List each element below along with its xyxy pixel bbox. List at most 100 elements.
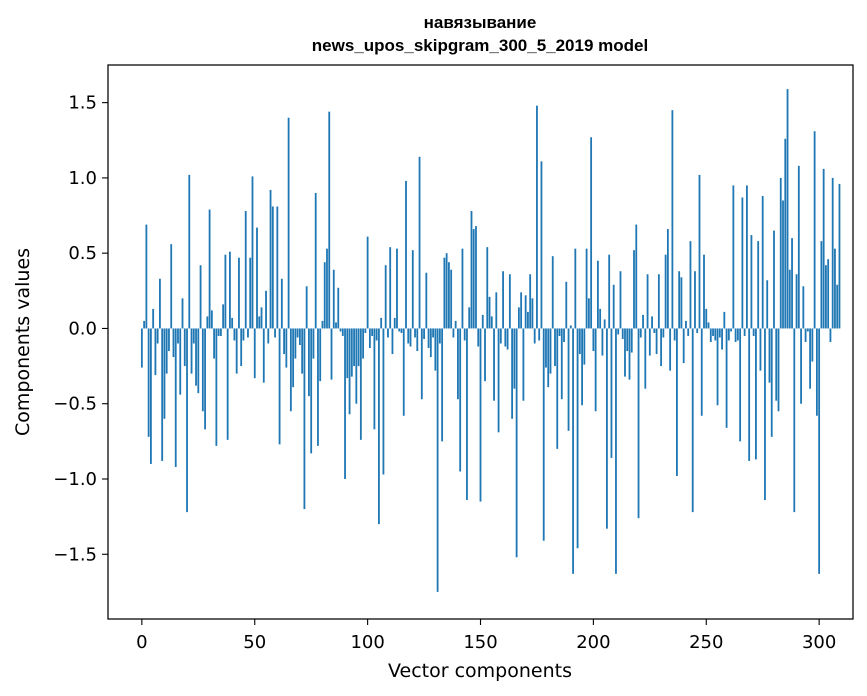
bar — [364, 328, 367, 333]
bar — [393, 317, 396, 329]
bar — [140, 328, 143, 368]
bar — [529, 274, 532, 329]
bar — [425, 272, 428, 329]
bar — [813, 131, 816, 329]
bar — [296, 328, 299, 338]
bar — [368, 328, 371, 349]
bar — [222, 304, 225, 329]
bar — [497, 328, 500, 433]
bar — [558, 328, 561, 336]
bar — [192, 328, 195, 344]
y-tick-label: −0.5 — [53, 394, 97, 415]
bar — [725, 328, 728, 428]
bar — [457, 328, 459, 400]
bar — [621, 328, 624, 339]
bar — [190, 328, 193, 374]
bar — [669, 328, 672, 371]
bar — [818, 328, 821, 574]
bar — [712, 328, 714, 336]
bar — [373, 328, 376, 430]
y-tick-label: −1.5 — [53, 544, 97, 565]
bar — [759, 328, 762, 371]
bar — [739, 328, 742, 442]
bar — [547, 328, 550, 388]
bar — [481, 314, 484, 329]
bar — [502, 271, 504, 329]
bar — [682, 328, 685, 364]
bar — [472, 229, 475, 329]
bar — [348, 328, 351, 415]
bar — [779, 177, 782, 329]
bar — [251, 176, 254, 329]
bar — [723, 311, 726, 329]
bar — [653, 328, 656, 333]
bar — [834, 248, 836, 329]
bar — [601, 328, 604, 356]
bar — [339, 328, 342, 332]
bar — [179, 328, 182, 395]
bar — [691, 328, 694, 513]
bar — [330, 328, 333, 380]
bar — [651, 316, 653, 329]
bar — [414, 328, 416, 338]
bar — [143, 320, 146, 329]
bar — [515, 328, 518, 558]
bar — [359, 328, 362, 440]
bar — [608, 254, 611, 329]
bar — [429, 328, 432, 358]
bar — [773, 230, 775, 329]
bar — [188, 174, 191, 329]
bar — [745, 185, 748, 329]
bar — [301, 328, 304, 374]
bar — [633, 250, 635, 329]
bar — [655, 328, 658, 355]
bar — [657, 274, 660, 329]
bar — [764, 328, 766, 501]
bar — [748, 328, 751, 461]
bar — [450, 269, 453, 329]
chart-subtitle: news_upos_skipgram_300_5_2019 model — [312, 36, 648, 55]
y-tick-label: 1.0 — [68, 168, 97, 189]
bar — [551, 256, 554, 329]
bar — [278, 328, 281, 445]
bar — [755, 328, 757, 460]
bar — [447, 262, 450, 329]
bar — [687, 328, 690, 336]
bar — [287, 117, 290, 329]
bar — [511, 328, 514, 419]
bar — [599, 308, 602, 329]
bar — [596, 260, 599, 329]
bar — [585, 248, 588, 329]
bar — [152, 308, 155, 329]
bar — [486, 247, 489, 329]
bar — [563, 328, 565, 342]
bar — [380, 317, 383, 329]
bar — [727, 328, 730, 341]
bar — [703, 254, 705, 329]
bar — [587, 298, 590, 329]
bar — [610, 328, 613, 458]
bar — [452, 328, 455, 338]
bar — [375, 328, 378, 341]
bar — [303, 328, 306, 510]
bar — [524, 295, 527, 329]
bar — [371, 328, 374, 336]
bar — [793, 328, 796, 513]
bar — [797, 165, 800, 329]
bar — [533, 328, 536, 344]
bar — [445, 253, 448, 329]
bar — [253, 328, 256, 379]
bar — [163, 328, 166, 419]
bar — [716, 328, 719, 406]
bar — [635, 224, 638, 329]
bar — [181, 298, 184, 329]
bar — [195, 328, 197, 386]
bar — [770, 328, 773, 437]
bar — [159, 278, 161, 329]
bar — [350, 328, 353, 377]
bar — [619, 271, 622, 329]
bar — [664, 254, 667, 329]
x-tick-label: 250 — [689, 632, 723, 653]
bar — [639, 328, 642, 338]
bar — [784, 138, 787, 329]
